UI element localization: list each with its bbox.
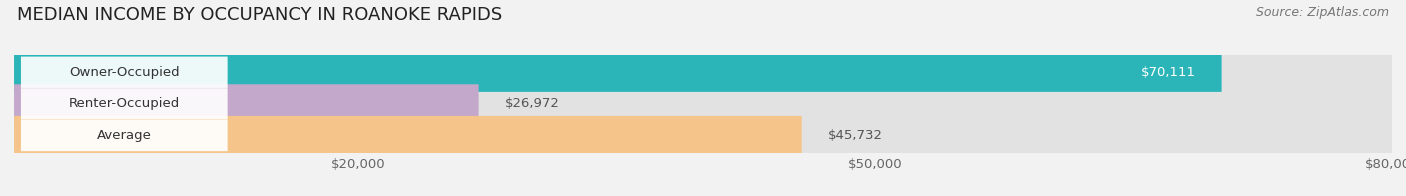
FancyBboxPatch shape — [14, 116, 801, 155]
Text: Renter-Occupied: Renter-Occupied — [69, 97, 180, 110]
Text: $70,111: $70,111 — [1140, 66, 1195, 79]
FancyBboxPatch shape — [21, 57, 228, 88]
Text: Source: ZipAtlas.com: Source: ZipAtlas.com — [1256, 6, 1389, 19]
Text: Owner-Occupied: Owner-Occupied — [69, 66, 180, 79]
FancyBboxPatch shape — [14, 53, 1392, 92]
Text: $26,972: $26,972 — [505, 97, 560, 110]
FancyBboxPatch shape — [14, 116, 1392, 155]
Text: $45,732: $45,732 — [828, 129, 883, 142]
FancyBboxPatch shape — [14, 84, 1392, 123]
FancyBboxPatch shape — [21, 88, 228, 120]
Text: MEDIAN INCOME BY OCCUPANCY IN ROANOKE RAPIDS: MEDIAN INCOME BY OCCUPANCY IN ROANOKE RA… — [17, 6, 502, 24]
FancyBboxPatch shape — [14, 53, 1222, 92]
FancyBboxPatch shape — [14, 84, 478, 123]
Text: Average: Average — [97, 129, 152, 142]
FancyBboxPatch shape — [21, 120, 228, 151]
